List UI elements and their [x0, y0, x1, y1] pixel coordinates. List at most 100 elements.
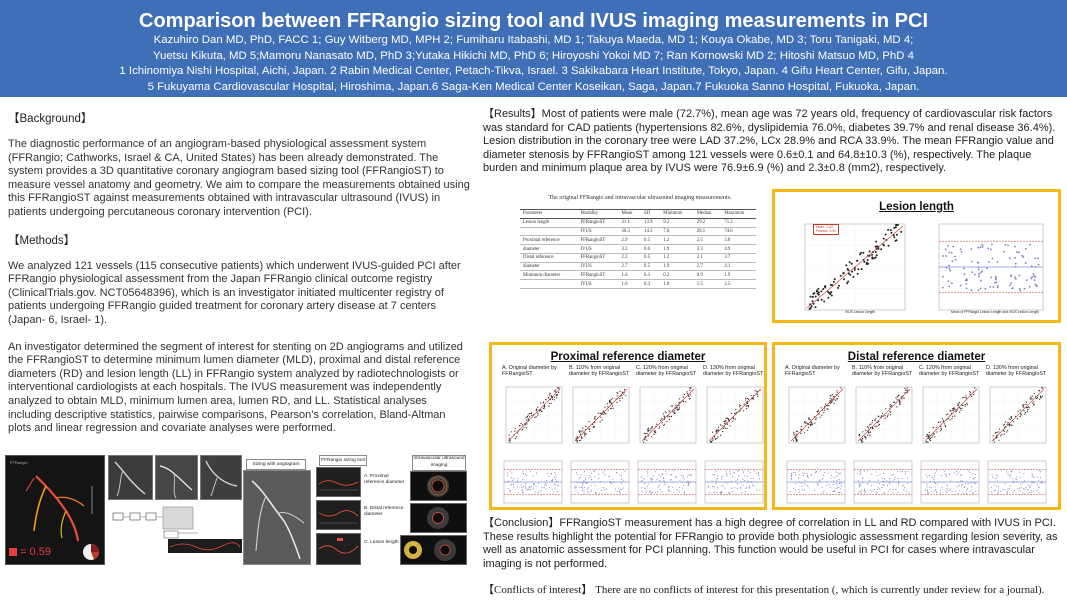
ba-point — [729, 473, 732, 475]
scatter-point — [663, 423, 665, 425]
scatter-point — [795, 430, 798, 432]
ba-point — [687, 474, 689, 476]
ba-point — [716, 477, 718, 479]
ba-point — [892, 473, 894, 476]
lesion-stats-label: Mean 0.43 Pearson 0.50 — [813, 224, 839, 235]
table-cell: 0.2 — [660, 270, 694, 281]
scatter-point — [716, 430, 718, 432]
ba-point — [1034, 476, 1036, 478]
scatter-point — [550, 395, 552, 397]
scatter-point — [535, 416, 537, 418]
scatter-point — [1007, 422, 1009, 424]
ba-point — [942, 275, 944, 278]
ba-point — [1020, 483, 1022, 485]
ba-point — [950, 480, 952, 482]
scatter-point — [678, 405, 680, 407]
scatter-point — [592, 426, 594, 428]
ba-point — [876, 491, 878, 493]
ba-point — [803, 482, 805, 484]
ba-point — [507, 488, 509, 490]
scatter-point — [939, 421, 942, 423]
ba-point — [1034, 257, 1037, 260]
scatter-point — [525, 417, 527, 419]
scatter-point — [721, 425, 723, 427]
scatter-point — [957, 402, 959, 404]
scatter-point — [884, 417, 886, 419]
scatter-point — [643, 441, 645, 443]
ba-point — [953, 472, 956, 474]
scatter-point — [1003, 430, 1005, 432]
ba-point — [840, 492, 842, 494]
lesion-bland-altman-plot — [938, 223, 1044, 311]
scatter-point — [757, 396, 759, 398]
scatter-point — [720, 434, 722, 436]
table-cell: 14.3 — [641, 227, 661, 237]
ba-point — [858, 485, 861, 487]
scatter-point — [611, 397, 613, 399]
ba-point — [750, 477, 752, 479]
ba-point — [928, 475, 930, 477]
ba-point — [794, 489, 796, 491]
ba-point — [583, 471, 586, 473]
ba-point — [683, 492, 685, 494]
ba-point — [748, 487, 750, 489]
scatter-point — [887, 244, 890, 247]
scatter-point — [927, 441, 929, 443]
ba-point — [650, 480, 653, 482]
fit-line — [641, 388, 695, 442]
scatter-point — [890, 411, 892, 414]
scatter-point — [929, 439, 931, 441]
ba-point — [999, 490, 1002, 492]
ba-point — [823, 471, 825, 474]
table-cell: 1.9 — [660, 262, 694, 272]
scatter-point — [653, 431, 655, 433]
scatter-point — [1030, 398, 1033, 400]
table-row: diameter IVUS 2.7 0.5 1.9 2.7 4.1 — [520, 262, 756, 272]
subplot-scatter-and-bland-altman — [637, 386, 697, 504]
ba-point — [935, 491, 938, 494]
table-cell: FFRangioST — [577, 218, 619, 228]
scatter-point — [795, 439, 797, 441]
ba-point — [711, 485, 714, 487]
scatter-point — [689, 387, 691, 389]
ba-point — [951, 282, 953, 285]
ba-point — [585, 477, 587, 479]
ba-point — [933, 480, 935, 482]
scatter-point — [963, 396, 965, 399]
scatter-point — [1023, 410, 1025, 412]
ba-point — [876, 492, 878, 495]
ba-point — [990, 276, 993, 279]
scatter-point — [743, 410, 745, 412]
scatter-point — [838, 284, 840, 287]
table-cell: 1.0 — [618, 270, 642, 281]
ba-point — [1015, 476, 1017, 478]
scatter-point — [865, 438, 867, 440]
scatter-point — [810, 305, 813, 308]
scatter-point — [682, 401, 684, 403]
ba-point — [656, 478, 658, 481]
scatter-point — [828, 292, 831, 295]
scatter-point — [896, 399, 898, 401]
ba-point — [822, 492, 824, 495]
ba-point — [991, 257, 994, 260]
scatter-point — [580, 436, 582, 438]
ba-point — [791, 473, 793, 475]
scatter-point — [876, 425, 878, 427]
ba-point — [840, 482, 842, 484]
ba-point — [582, 482, 584, 484]
ba-point — [511, 472, 513, 474]
scatter-point — [900, 230, 903, 233]
scatter-point — [831, 401, 833, 403]
ba-point — [670, 474, 672, 476]
ba-point — [892, 489, 894, 491]
scatter-point — [832, 394, 834, 396]
scatter-point — [722, 427, 724, 430]
scatter-point — [1031, 395, 1033, 397]
scatter-point — [949, 419, 951, 421]
ba-point — [1003, 250, 1005, 253]
scatter-point — [851, 270, 854, 273]
ba-point — [551, 480, 554, 482]
scatter-point — [738, 404, 740, 406]
ba-point — [527, 488, 529, 490]
ba-point — [990, 486, 993, 488]
